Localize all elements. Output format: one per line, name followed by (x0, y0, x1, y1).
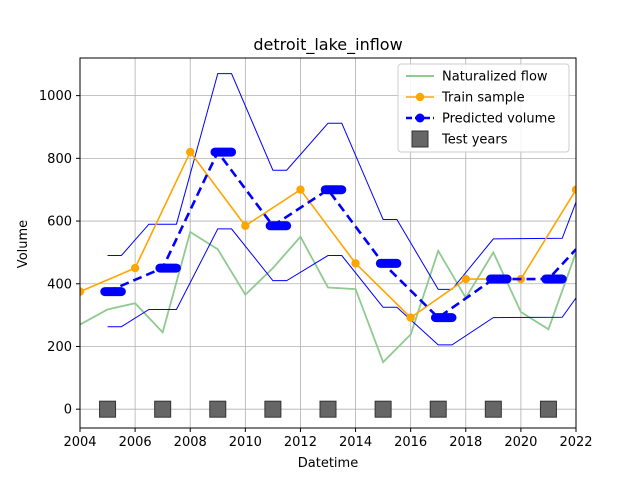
y-tick-label: 0 (64, 403, 72, 418)
x-tick-label: 2014 (339, 435, 372, 450)
x-tick-label: 2018 (449, 435, 482, 450)
train-sample-point (296, 185, 305, 194)
legend-box (397, 63, 570, 153)
plot-frame (79, 57, 577, 429)
train-sample-point (351, 259, 360, 268)
legend-label: Naturalized flow (442, 70, 548, 85)
y-axis-title: Volume (16, 220, 31, 268)
test-year-marker (99, 400, 117, 418)
y-tick-label: 600 (47, 215, 72, 230)
ticks: 2004 2006 2008 2010 2012 2014 2016 2018 2020 2022… (39, 89, 593, 450)
chart-title: detroit_lake_inflow (253, 35, 402, 55)
train-sample-point (461, 274, 470, 284)
y-tick-label: 1000 (39, 89, 72, 104)
x-tick-label: 2020 (504, 435, 537, 450)
legend-swatch-train-marker (415, 92, 425, 102)
train-sample-point (80, 287, 85, 296)
train-sample-point (241, 221, 250, 230)
test-year-marker (484, 400, 502, 418)
legend-label: Train sample (441, 91, 525, 106)
x-tick-label: 2012 (284, 435, 317, 450)
lower-bound-line (107, 228, 576, 346)
y-tick-label: 200 (47, 340, 72, 355)
x-tick-label: 2010 (229, 435, 262, 450)
legend-label: Test years (441, 133, 508, 148)
test-year-marker (319, 400, 337, 418)
x-tick-label: 2006 (119, 435, 152, 450)
train-sample-point (571, 185, 576, 194)
y-tick-label: 800 (47, 152, 72, 167)
test-year-marker (209, 400, 227, 418)
y-tick-label: 400 (47, 277, 72, 292)
test-year-marker (539, 400, 557, 418)
legend-label: Predicted volume (442, 112, 555, 127)
upper-bound-line (107, 73, 576, 290)
x-tick-label: 2008 (174, 435, 207, 450)
test-year-marker (429, 400, 447, 418)
test-year-marker (154, 400, 172, 418)
series-layer (80, 73, 576, 418)
legend: Naturalized flow Train sample Predicted vo… (397, 63, 570, 153)
x-tick-label: 2022 (559, 435, 592, 450)
test-year-marker (374, 400, 392, 418)
test-year-marker (264, 400, 282, 418)
x-tick-label: 2004 (63, 435, 96, 450)
train-sample-point (186, 147, 195, 157)
legend-swatch-predicted-marker (415, 113, 425, 123)
x-axis-title: Datetime (298, 456, 358, 471)
legend-swatch-test-years (411, 130, 429, 148)
predicted-volume-line (107, 149, 576, 320)
train-sample-point (130, 263, 140, 273)
x-tick-label: 2016 (394, 435, 427, 450)
plot-border (79, 57, 577, 429)
naturalized-flow-line (80, 230, 576, 364)
train-sample-point (406, 313, 415, 322)
